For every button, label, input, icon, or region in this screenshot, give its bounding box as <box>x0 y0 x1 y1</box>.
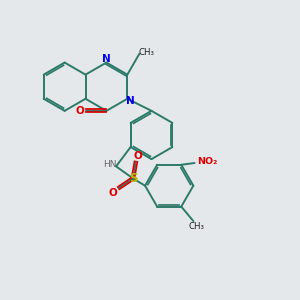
Text: O: O <box>109 188 118 198</box>
Text: O: O <box>76 106 84 116</box>
Text: O: O <box>134 151 143 161</box>
Text: N: N <box>126 96 135 106</box>
Text: CH₃: CH₃ <box>188 222 204 231</box>
Text: NO₂: NO₂ <box>197 157 218 166</box>
Text: CH₃: CH₃ <box>139 48 155 57</box>
Text: HN: HN <box>103 160 116 169</box>
Text: S: S <box>129 172 137 185</box>
Text: N: N <box>102 54 111 64</box>
